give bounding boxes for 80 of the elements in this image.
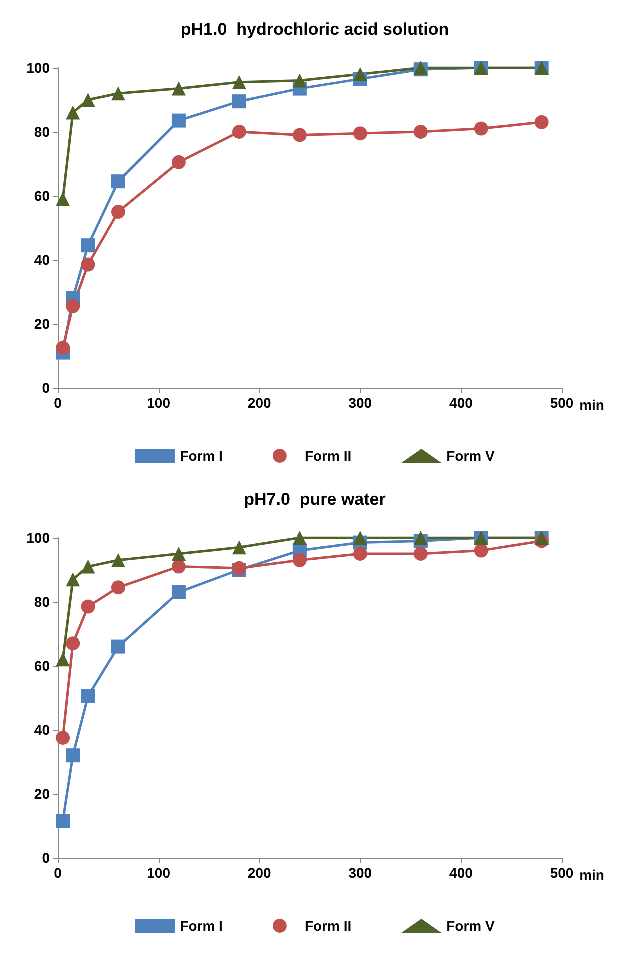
point <box>172 560 186 574</box>
point <box>534 115 549 130</box>
point <box>172 155 186 170</box>
point <box>172 547 186 561</box>
x-tick-label: 300 <box>348 395 372 411</box>
x-tick-label: 0 <box>54 395 62 411</box>
point <box>172 82 186 96</box>
point <box>414 547 428 561</box>
legend-label: Form I <box>180 448 223 464</box>
point <box>292 531 307 545</box>
chart-title: pH7.0 pure water <box>244 490 386 509</box>
y-tick-label: 100 <box>26 530 50 546</box>
y-tick-label: 20 <box>34 786 50 802</box>
y-tick-label: 40 <box>34 252 50 268</box>
x-axis-title: min <box>580 867 604 883</box>
point <box>172 585 186 600</box>
point <box>81 600 96 614</box>
point <box>414 125 428 139</box>
point <box>56 192 70 206</box>
point <box>66 572 80 587</box>
point <box>81 93 96 107</box>
point <box>172 114 186 128</box>
point <box>353 126 368 141</box>
point <box>474 544 488 558</box>
point <box>111 205 126 219</box>
y-tick-label: 80 <box>34 594 50 610</box>
point <box>232 94 246 109</box>
point <box>81 238 96 253</box>
point <box>353 547 368 561</box>
point <box>81 258 96 272</box>
y-tick-label: 80 <box>34 124 50 140</box>
point <box>353 67 368 82</box>
point <box>66 748 80 763</box>
x-tick-label: 200 <box>248 395 272 411</box>
point <box>66 106 80 120</box>
point <box>66 299 80 314</box>
point <box>56 652 70 667</box>
chart-title: pH1.0 hydrochloric acid solution <box>180 20 450 39</box>
legend-label: Form II <box>304 918 352 934</box>
point <box>111 640 126 654</box>
y-tick-label: 60 <box>34 658 50 674</box>
point <box>111 174 126 189</box>
x-tick-label: 500 <box>550 865 574 881</box>
point <box>56 814 70 828</box>
x-tick-label: 500 <box>550 395 574 411</box>
x-tick-label: 100 <box>147 395 171 411</box>
point <box>111 580 126 595</box>
point <box>232 540 246 555</box>
x-tick-label: 300 <box>348 865 372 881</box>
x-tick-label: 100 <box>147 865 171 881</box>
point <box>292 128 307 142</box>
point <box>292 553 307 568</box>
point <box>66 636 80 651</box>
point <box>111 553 126 568</box>
point <box>232 125 246 139</box>
x-tick-label: 400 <box>450 865 474 881</box>
x-tick-label: 400 <box>450 395 474 411</box>
y-tick-label: 20 <box>34 316 50 332</box>
x-axis-title: min <box>580 397 604 413</box>
point <box>81 689 96 704</box>
point <box>292 74 307 88</box>
y-tick-label: 0 <box>42 850 50 866</box>
legend-label: Form V <box>446 448 496 464</box>
legend-label: Form V <box>446 918 496 934</box>
y-tick-label: 100 <box>26 60 50 76</box>
y-tick-label: 0 <box>42 380 50 396</box>
point <box>56 341 70 355</box>
point <box>56 731 70 745</box>
point <box>474 122 488 136</box>
point <box>414 531 428 545</box>
y-tick-label: 40 <box>34 722 50 738</box>
x-tick-label: 0 <box>54 865 62 881</box>
x-tick-label: 200 <box>248 865 272 881</box>
point <box>353 531 368 545</box>
point <box>81 560 96 574</box>
legend-label: Form I <box>180 918 223 934</box>
point <box>111 86 126 101</box>
legend-label: Form II <box>304 448 352 464</box>
point <box>232 75 246 90</box>
y-tick-label: 60 <box>34 188 50 204</box>
